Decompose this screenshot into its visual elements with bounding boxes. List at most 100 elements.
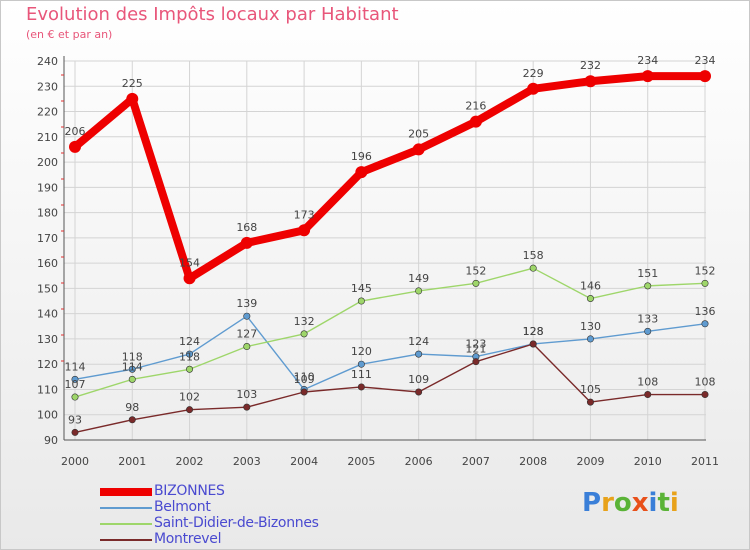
data-label-montrevel: 109 [294, 373, 315, 386]
data-point-bizonnes [412, 143, 425, 156]
data-point-belmont [644, 327, 652, 335]
data-point-montrevel [644, 391, 652, 399]
data-label-belmont: 123 [465, 338, 486, 351]
data-point-bizonnes [527, 82, 540, 95]
data-label-montrevel: 109 [408, 373, 429, 386]
legend-swatch [100, 523, 152, 525]
data-label-bizonnes: 225 [122, 77, 143, 90]
x-tick-label: 2006 [405, 455, 433, 468]
data-point-montrevel [586, 398, 594, 406]
data-label-belmont: 114 [65, 360, 86, 373]
y-tick-label: 110 [37, 383, 58, 396]
data-label-bizonnes: 206 [65, 125, 86, 138]
data-label-saint-didier-de-bizonnes: 145 [351, 282, 372, 295]
data-point-belmont [128, 365, 136, 373]
data-point-bizonnes [126, 92, 139, 105]
data-label-belmont: 139 [236, 297, 257, 310]
data-label-bizonnes: 234 [695, 54, 716, 67]
data-label-montrevel: 103 [236, 388, 257, 401]
data-label-bizonnes: 154 [179, 256, 200, 269]
data-point-bizonnes [641, 70, 654, 83]
logo-letter: i [669, 488, 679, 518]
x-tick-label: 2001 [118, 455, 146, 468]
data-point-belmont [415, 350, 423, 358]
y-tick-label: 100 [37, 409, 58, 422]
data-label-montrevel: 121 [465, 343, 486, 356]
x-tick-label: 2008 [519, 455, 547, 468]
data-point-belmont [586, 335, 594, 343]
data-point-bizonnes [298, 224, 311, 237]
chart-subtitle: (en € et par an) [26, 28, 113, 41]
series-line-belmont [74, 315, 706, 391]
data-point-saint-didier-de-bizonnes [300, 330, 308, 338]
series-line-saint-didier-de-bizonnes [74, 267, 706, 398]
logo-letter: i [648, 488, 658, 518]
data-label-montrevel: 102 [179, 391, 200, 404]
data-point-belmont [186, 350, 194, 358]
legend-label: Belmont [154, 499, 211, 515]
data-point-saint-didier-de-bizonnes [529, 264, 537, 272]
data-label-bizonnes: 173 [294, 208, 315, 221]
logo-letter: o [613, 488, 632, 518]
data-point-montrevel [472, 358, 480, 366]
data-label-bizonnes: 229 [523, 67, 544, 80]
proxiti-logo: Proxiti [582, 488, 679, 518]
data-point-saint-didier-de-bizonnes [644, 282, 652, 290]
data-label-saint-didier-de-bizonnes: 107 [65, 378, 86, 391]
data-point-bizonnes [469, 115, 482, 128]
data-point-bizonnes [699, 70, 711, 83]
data-label-belmont: 133 [637, 312, 658, 325]
chart-title: Evolution des Impôts locaux par Habitant [26, 4, 399, 25]
data-label-belmont: 130 [580, 320, 601, 333]
data-label-montrevel: 105 [580, 383, 601, 396]
y-tick-label: 120 [37, 358, 58, 371]
data-point-saint-didier-de-bizonnes [586, 295, 594, 303]
x-tick-label: 2004 [290, 455, 318, 468]
data-point-saint-didier-de-bizonnes [357, 297, 365, 305]
y-tick-label: 130 [37, 333, 58, 346]
data-point-bizonnes [69, 140, 81, 153]
data-label-montrevel: 93 [68, 413, 82, 426]
data-point-saint-didier-de-bizonnes [701, 279, 709, 287]
data-point-belmont [243, 312, 251, 320]
data-point-montrevel [701, 391, 709, 399]
data-label-belmont: 110 [294, 370, 315, 383]
y-tick-label: 140 [37, 308, 58, 321]
data-label-saint-didier-de-bizonnes: 151 [637, 267, 658, 280]
data-point-belmont [71, 375, 79, 383]
x-tick-label: 2011 [691, 455, 719, 468]
data-label-montrevel: 98 [125, 401, 139, 414]
data-label-saint-didier-de-bizonnes: 152 [465, 264, 486, 277]
y-tick-label: 160 [37, 257, 58, 270]
data-point-saint-didier-de-bizonnes [472, 279, 480, 287]
y-tick-label: 240 [37, 55, 58, 68]
data-label-montrevel: 108 [637, 376, 658, 389]
data-point-belmont [701, 320, 709, 328]
data-label-bizonnes: 232 [580, 59, 601, 72]
y-tick-label: 220 [37, 106, 58, 119]
data-point-bizonnes [240, 236, 253, 249]
series-line-bizonnes [71, 72, 709, 283]
data-label-montrevel: 128 [523, 325, 544, 338]
data-point-bizonnes [584, 75, 597, 88]
data-label-bizonnes: 196 [351, 150, 372, 163]
data-label-saint-didier-de-bizonnes: 127 [236, 328, 257, 341]
legend-label: BIZONNES [154, 483, 225, 499]
data-point-belmont [357, 360, 365, 368]
logo-letter: r [601, 488, 614, 518]
series-line-montrevel [74, 343, 706, 434]
y-tick-label: 190 [37, 181, 58, 194]
logo-letter: P [582, 488, 602, 518]
x-tick-label: 2003 [233, 455, 261, 468]
data-point-montrevel [300, 388, 308, 396]
x-tick-label: 2002 [176, 455, 204, 468]
data-point-bizonnes [183, 272, 196, 285]
logo-letter: x [631, 488, 649, 518]
data-label-saint-didier-de-bizonnes: 152 [695, 264, 716, 277]
x-tick-label: 2000 [61, 455, 89, 468]
data-label-montrevel: 108 [695, 376, 716, 389]
data-point-saint-didier-de-bizonnes [415, 287, 423, 295]
data-point-saint-didier-de-bizonnes [186, 365, 194, 373]
data-point-montrevel [529, 340, 537, 348]
